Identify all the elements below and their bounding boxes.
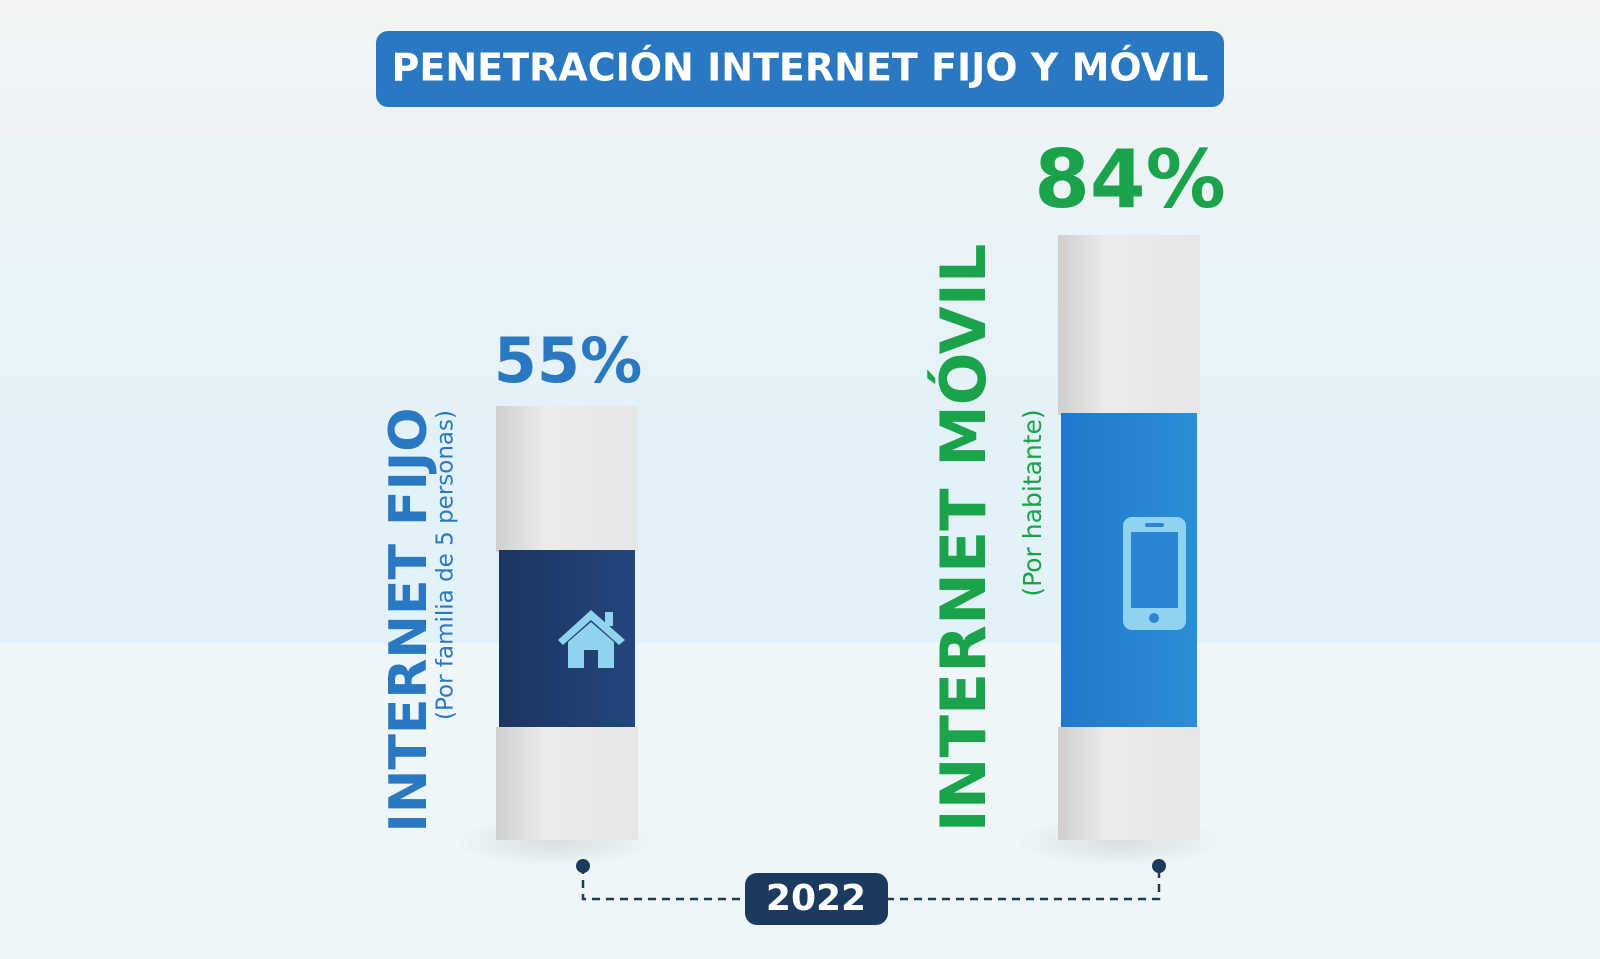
title-box (376, 31, 1224, 107)
value-label: 55% (494, 324, 642, 397)
phone-icon (1123, 517, 1186, 630)
pillar-middle (499, 550, 635, 733)
title: PENETRACIÓN INTERNET FIJO Y MÓVIL (392, 46, 1209, 90)
item-sublabel: (Por habitante) (1018, 409, 1047, 596)
item-label: INTERNET FIJO (379, 408, 439, 833)
timeline-dot (576, 859, 590, 873)
timeline-dot (1152, 859, 1166, 873)
value-label: 84% (1034, 133, 1225, 226)
pillar-bottom (1058, 727, 1200, 840)
item-label: INTERNET MÓVIL (927, 244, 1000, 833)
year-box (745, 873, 888, 925)
timeline (581, 866, 1161, 901)
pillar-bottom (496, 727, 638, 840)
pillar-top (496, 406, 638, 552)
pillar-top (1058, 235, 1200, 415)
item-sublabel: (Por familia de 5 personas) (433, 410, 459, 720)
year: 2022 (766, 878, 866, 919)
background (0, 0, 1600, 643)
house-icon (558, 610, 625, 668)
